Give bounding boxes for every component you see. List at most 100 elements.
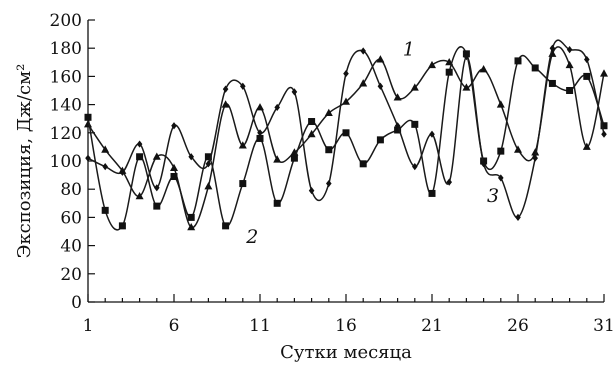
series-3-point <box>188 153 194 161</box>
series-3-point <box>480 160 487 168</box>
series-2-point <box>548 79 556 87</box>
series-2-point <box>308 118 316 126</box>
y-tick-label: 180 <box>50 39 82 59</box>
series-3-point <box>291 88 298 96</box>
series-2-point <box>187 213 195 221</box>
series-label-2: 2 <box>245 226 258 248</box>
series-1-point <box>376 55 385 63</box>
series-3-point <box>532 154 538 162</box>
series-2-point <box>514 57 522 65</box>
series-1-point <box>307 129 316 138</box>
series-2-point <box>273 199 281 207</box>
series-3-point <box>205 160 212 168</box>
y-tick-label: 60 <box>60 208 82 228</box>
x-axis-title: Сутки месяца <box>280 342 412 363</box>
series-1-line <box>87 46 605 229</box>
series-2-point <box>583 72 591 80</box>
series-2-point <box>84 113 92 121</box>
series-2-point <box>394 126 402 134</box>
series-1-point <box>462 83 471 91</box>
x-tick-label: 6 <box>169 316 180 336</box>
series-3-point <box>412 163 418 171</box>
y-tick-label: 100 <box>50 152 82 172</box>
series-2 <box>84 46 608 231</box>
series-1-point <box>479 65 488 73</box>
series-2-point <box>531 64 539 72</box>
series-2-point <box>428 189 436 197</box>
series-3-point <box>257 129 263 137</box>
series-2-point <box>170 173 178 181</box>
series-3-point <box>240 82 246 90</box>
series-1-point <box>359 79 368 87</box>
series-2-point <box>411 120 419 128</box>
y-tick-label: 20 <box>60 265 82 285</box>
series-3-point <box>360 47 366 55</box>
y-ticks: 0 20 40 60 80 100 120 140 160 180 200 <box>50 11 95 313</box>
series-3-point <box>102 163 108 171</box>
series-2-point <box>290 154 298 162</box>
series-3-point <box>308 187 315 195</box>
series-1-point <box>204 182 213 190</box>
series-1-point <box>187 222 196 231</box>
x-tick-label: 11 <box>249 316 271 336</box>
x-tick-label: 31 <box>593 316 614 336</box>
y-tick-label: 40 <box>60 237 82 257</box>
series-1-point <box>135 191 144 200</box>
series-1-point <box>324 108 333 117</box>
series-2-point <box>118 222 126 230</box>
y-tick-label: 140 <box>50 96 82 116</box>
series-label-3: 3 <box>487 185 499 207</box>
series-2-point <box>239 180 247 188</box>
y-tick-label: 120 <box>50 124 82 144</box>
series-3-point <box>136 140 143 148</box>
series-label-1: 1 <box>403 38 415 60</box>
series-1-point <box>428 60 436 69</box>
series-3-point <box>549 44 556 52</box>
series-2-point <box>600 122 608 130</box>
series-2-point <box>445 68 453 76</box>
y-tick-label: 200 <box>50 11 82 31</box>
series-3-point <box>394 122 401 130</box>
series-3 <box>85 39 607 221</box>
x-tick-label: 16 <box>335 316 357 336</box>
series-3-point <box>498 174 504 182</box>
series-2-point <box>566 87 574 94</box>
series-2-point <box>222 222 230 230</box>
series-3-point <box>584 55 590 64</box>
series-1-point <box>531 148 540 156</box>
series-2-point <box>256 134 264 142</box>
series-1-point <box>514 145 522 153</box>
series-3-point <box>154 184 160 192</box>
series-3-point <box>85 154 91 162</box>
series-1-point <box>238 141 247 149</box>
series-group <box>84 39 608 231</box>
x-tick-label: 1 <box>83 316 94 336</box>
series-2-point <box>325 146 333 154</box>
series-2-point <box>497 147 505 155</box>
series-3-point <box>515 213 521 221</box>
x-tick-label: 26 <box>507 316 529 336</box>
series-2-point <box>101 206 109 214</box>
series-1 <box>84 46 608 231</box>
series-2-point <box>376 136 384 144</box>
y-tick-label: 80 <box>60 180 82 200</box>
series-3-point <box>222 85 229 93</box>
series-2-point <box>342 129 350 137</box>
series-1-point <box>600 69 608 77</box>
series-1-point <box>152 152 161 160</box>
series-3-point <box>463 53 470 61</box>
series-1-point <box>496 100 505 108</box>
series-3-point <box>601 130 607 138</box>
series-1-point <box>582 142 591 150</box>
series-1-point <box>342 97 350 105</box>
series-1-point <box>101 145 110 153</box>
series-3-point <box>343 69 349 78</box>
series-1-point <box>256 103 264 111</box>
series-2-point <box>359 160 367 168</box>
x-ticks: 1 6 11 16 21 26 31 <box>83 294 614 336</box>
y-axis-title: Экспозиция, Дж/см² <box>14 64 35 259</box>
series-3-point <box>171 122 177 130</box>
y-tick-label: 160 <box>50 67 82 87</box>
series-3-point <box>446 178 452 186</box>
